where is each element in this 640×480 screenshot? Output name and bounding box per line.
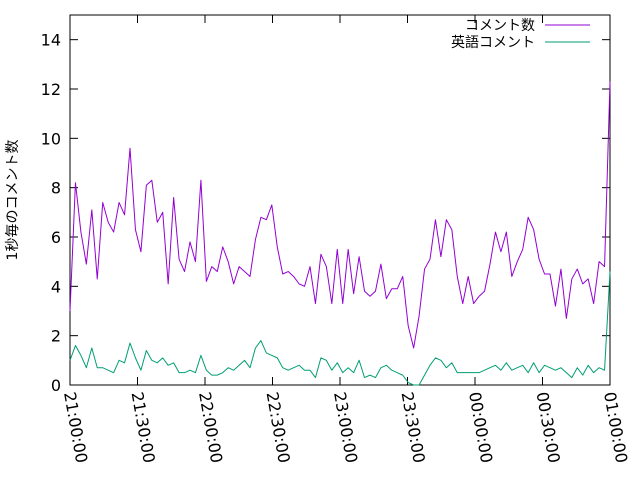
y-tick-label: 8 [51,179,61,198]
y-tick-label: 4 [51,277,61,296]
y-tick-label: 14 [41,31,61,50]
plot-border [69,14,611,386]
y-axis: 0 2 4 6 8 10 12 14 [41,31,610,395]
series-line [69,81,611,349]
series-line [69,271,611,386]
legend-label: 英語コメント [451,34,535,51]
legend-label: コメント数 [465,18,535,34]
x-tick-label: 01:00:00 [600,390,631,464]
x-axis: 21:00:00 21:30:00 22:00:00 22:30:00 23:00:00… [60,15,631,464]
x-tick-label: 22:00:00 [195,390,226,464]
x-tick-label: 00:00:00 [465,390,496,464]
y-tick-label: 2 [51,327,61,346]
y-tick-label: 10 [41,129,61,148]
y-tick-label: 12 [41,80,61,99]
x-tick-label: 21:00:00 [60,390,91,464]
x-tick-label: 23:30:00 [398,390,429,464]
series-group [69,81,611,386]
x-tick-label: 22:30:00 [263,390,294,464]
x-tick-label: 00:30:00 [533,390,564,464]
x-tick-label: 21:30:00 [128,390,159,464]
y-tick-label: 6 [51,228,61,247]
y-tick-label: 0 [51,376,61,395]
y-axis-title: 1秒毎のコメント数 [5,140,21,261]
plot-frame [69,14,611,386]
x-tick-label: 23:00:00 [330,390,361,464]
